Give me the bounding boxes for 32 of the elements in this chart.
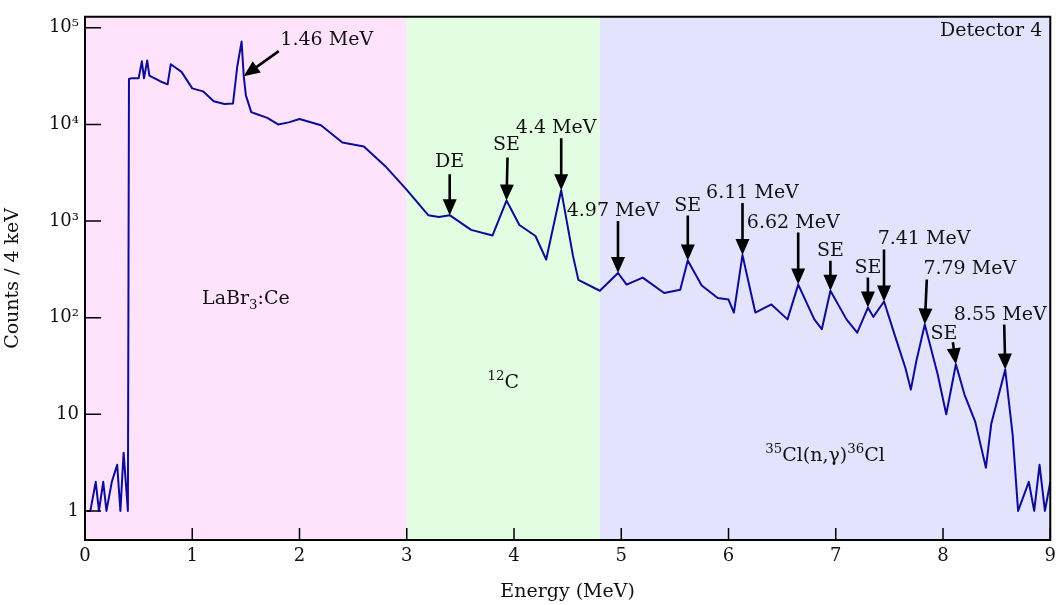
annotation: SE — [674, 192, 702, 215]
x-tick-label: 2 — [293, 544, 306, 566]
annotation: SE — [493, 132, 520, 155]
annotation: Detector 4 — [939, 17, 1043, 40]
annotation: 7.79 MeV — [923, 256, 1017, 279]
y-axis-title: Counts / 4 keV — [0, 207, 23, 349]
y-tick-label: 1 — [67, 498, 79, 520]
y-tick-label: 10⁴ — [48, 112, 79, 134]
x-tick-label: 6 — [722, 544, 735, 566]
annotation: SE — [854, 254, 882, 277]
y-tick-label: 10³ — [48, 208, 79, 230]
x-tick-label: 8 — [937, 544, 949, 566]
annotation: 6.62 MeV — [746, 209, 840, 232]
annotation: 7.41 MeV — [877, 226, 971, 249]
x-tick-label: 9 — [1044, 544, 1056, 566]
annotation: SE — [816, 237, 844, 260]
annotation: SE — [930, 321, 958, 344]
y-tick-label: 10⁵ — [48, 15, 79, 37]
x-tick-label: 0 — [79, 544, 91, 566]
x-tick-label: 3 — [401, 544, 413, 566]
y-tick-label: 10² — [48, 305, 79, 327]
y-tick-label: 10 — [56, 401, 79, 423]
annotation: 4.97 MeV — [566, 197, 660, 220]
x-tick-label: 5 — [615, 544, 627, 566]
annotation: DE — [435, 149, 465, 172]
x-tick-label: 4 — [508, 544, 520, 566]
annotation: 6.11 MeV — [706, 179, 800, 202]
x-tick-label: 1 — [186, 544, 198, 566]
x-axis-title: Energy (MeV) — [500, 578, 635, 601]
x-tick-label: 7 — [830, 544, 842, 566]
annotation: 8.55 MeV — [953, 301, 1047, 324]
annotation: 1.46 MeV — [280, 27, 374, 50]
